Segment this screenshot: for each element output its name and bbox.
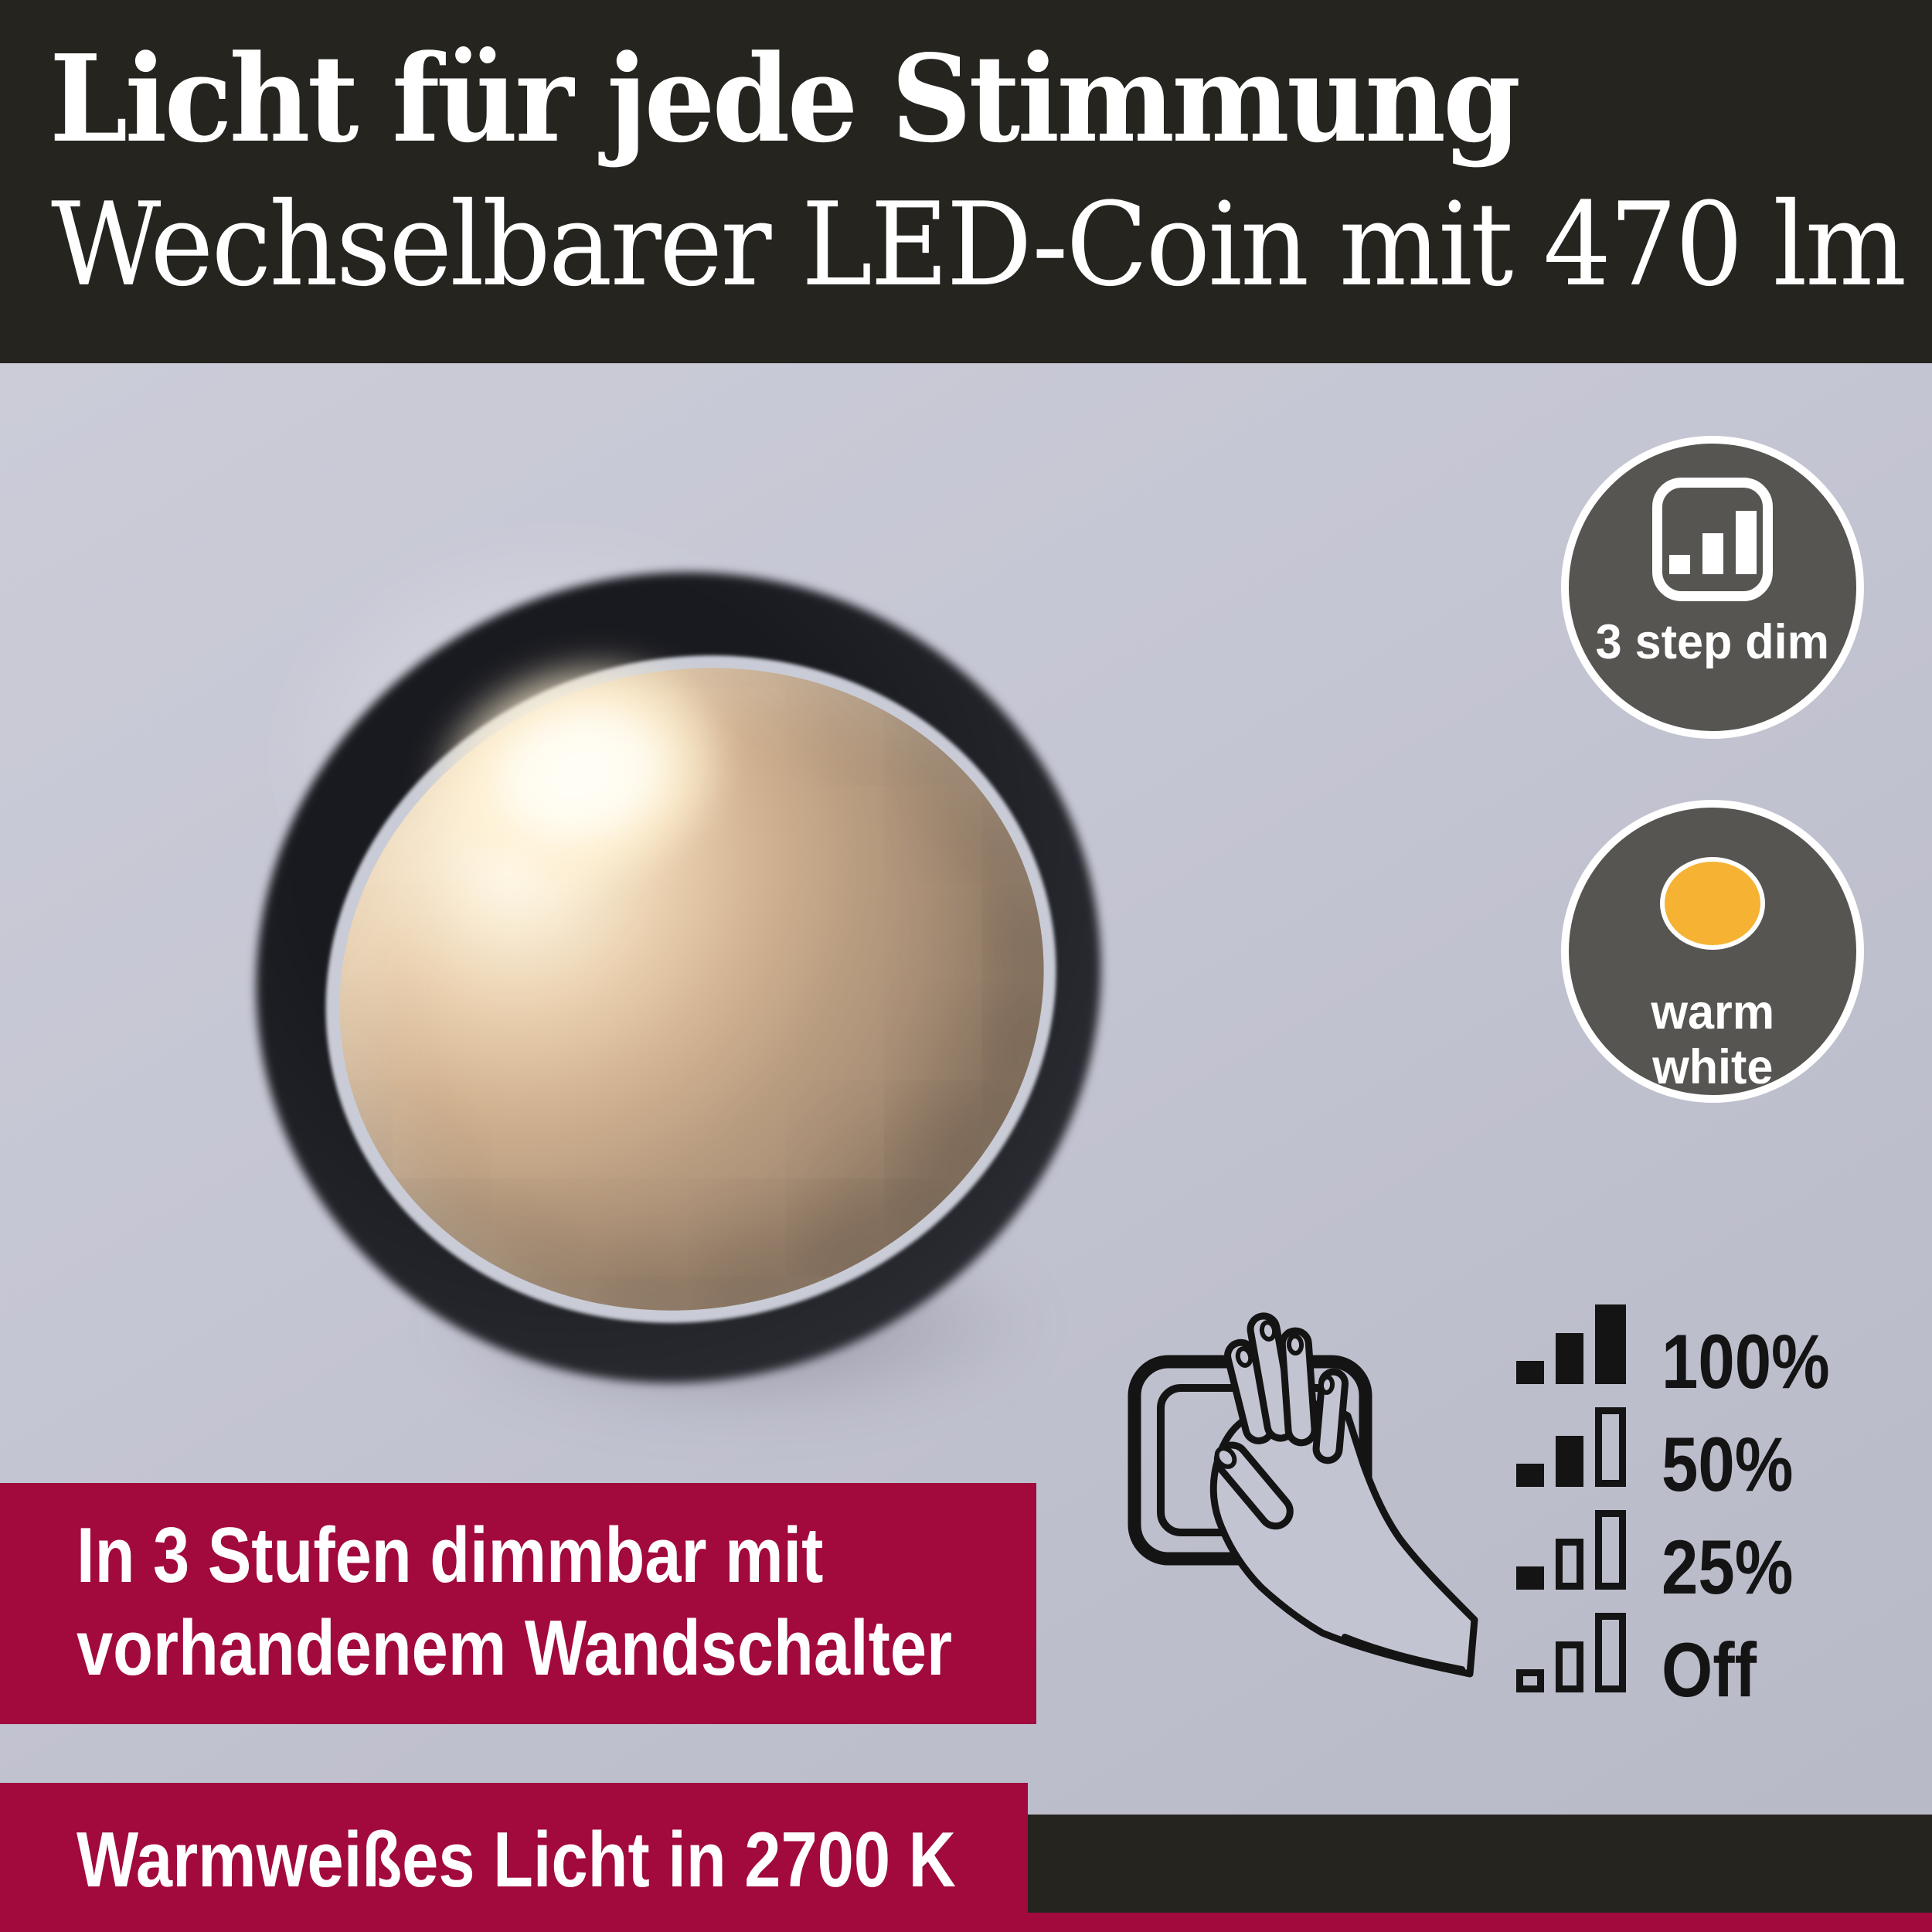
bar-small [1516, 1464, 1544, 1487]
bar-medium [1556, 1436, 1583, 1487]
page-title: Licht für jede Stimmung [49, 28, 1521, 169]
bar-small-icon [1668, 555, 1690, 574]
bar-medium [1556, 1539, 1583, 1590]
header-band: Licht für jede Stimmung Wechselbarer LED… [0, 0, 1932, 363]
warm-light-banner: Warmweißes Licht in 2700 K [0, 1783, 1028, 1932]
banner-text-line: In 3 Stufen dimmbar mit [77, 1512, 824, 1599]
dim-level-label: 25% [1662, 1523, 1794, 1610]
bar-medium-icon [1702, 533, 1723, 574]
bottom-right-red-strip [1028, 1913, 1932, 1932]
bottom-right-charcoal-block [1028, 1815, 1932, 1913]
bar-small [1516, 1566, 1544, 1590]
badge-label: 3 step dim [1595, 615, 1830, 669]
dim-level-label: Off [1662, 1626, 1757, 1713]
badge-label: warm white [1651, 985, 1774, 1095]
bar-small [1516, 1669, 1544, 1692]
badge-warm-white: warm white [1561, 800, 1864, 1103]
dim-level-row-50: 50% [1516, 1407, 1815, 1502]
dim-level-label: 50% [1662, 1420, 1794, 1507]
page-subtitle: Wechselbarer LED-Coin mit 470 lm [51, 179, 1906, 312]
dim-feature-banner: In 3 Stufen dimmbar mit vorhandenem Wand… [0, 1483, 1036, 1724]
bar-large [1595, 1407, 1626, 1487]
bar-medium [1556, 1641, 1583, 1692]
badge-label-line: white [1651, 1040, 1774, 1094]
signal-bars-icon [1516, 1407, 1626, 1487]
hand-pressing-wall-switch-icon [1128, 1312, 1478, 1678]
signal-bars-icon [1516, 1510, 1626, 1590]
badge-3-step-dim: 3 step dim [1561, 436, 1864, 739]
warm-white-dot-icon [1660, 857, 1765, 950]
dim-levels-icon [1652, 478, 1773, 601]
dim-level-row-100: 100% [1516, 1304, 1857, 1400]
fingernails [1214, 1320, 1335, 1469]
bar-large [1595, 1613, 1626, 1692]
signal-bars-icon [1516, 1304, 1626, 1384]
banner-text-line: vorhandenem Wandschalter [77, 1605, 953, 1692]
bar-large [1595, 1510, 1626, 1590]
bar-large [1595, 1304, 1626, 1384]
bar-small [1516, 1361, 1544, 1384]
badge-label-line: warm [1651, 985, 1774, 1039]
bar-large-icon [1735, 511, 1757, 574]
hand-fingers [1213, 1312, 1349, 1530]
signal-bars-icon [1516, 1613, 1626, 1692]
dim-level-label: 100% [1662, 1318, 1830, 1404]
dim-level-row-25: 25% [1516, 1510, 1815, 1605]
dim-level-row-off: Off [1516, 1613, 1772, 1708]
bar-medium [1556, 1333, 1583, 1384]
banner-text-line: Warmweißes Licht in 2700 K [77, 1817, 956, 1903]
hand-palm [1209, 1399, 1478, 1678]
wrist-line [1342, 1634, 1465, 1672]
